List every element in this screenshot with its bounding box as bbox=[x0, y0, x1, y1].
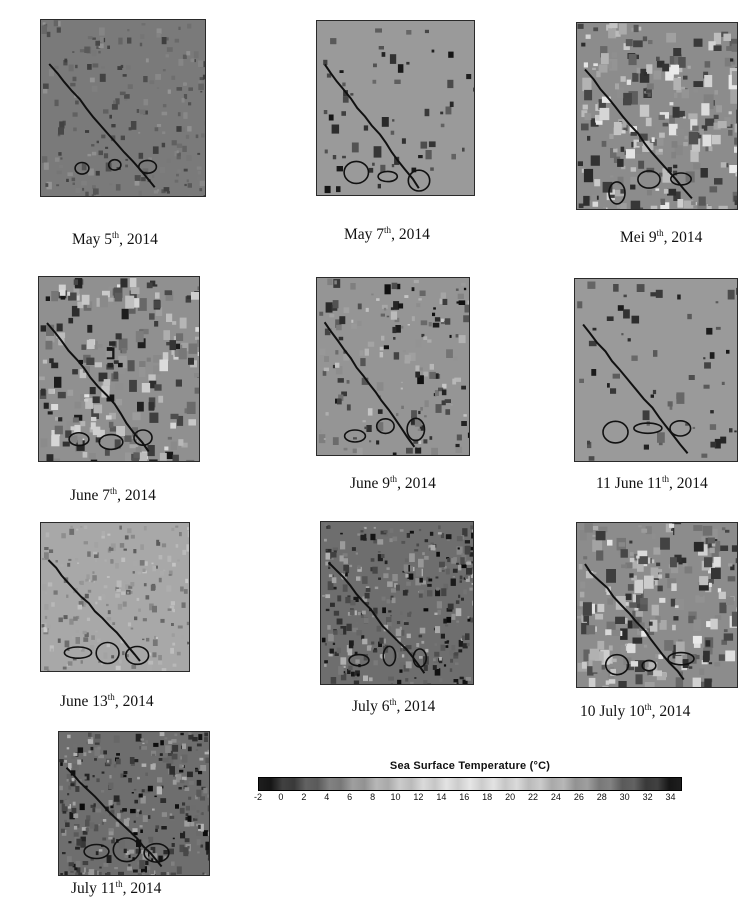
colorbar-tick-label: 12 bbox=[413, 792, 424, 802]
sst-map-may5 bbox=[40, 19, 206, 197]
legend-title: Sea Surface Temperature (°C) bbox=[389, 760, 551, 772]
colorbar-tick-label: 30 bbox=[619, 792, 630, 802]
colorbar-tick-label: 4 bbox=[324, 792, 330, 802]
caption-june7: June 7th, 2014 bbox=[70, 486, 156, 505]
colorbar-tick-label: 0 bbox=[278, 792, 284, 802]
colorbar-tick-label: -2 bbox=[253, 792, 263, 802]
colorbar-tick-label: 34 bbox=[665, 792, 676, 802]
colorbar-tick-label: 20 bbox=[505, 792, 516, 802]
colorbar-tick-label: 32 bbox=[642, 792, 653, 802]
colorbar-tick-label: 16 bbox=[459, 792, 470, 802]
caption-mei9: Mei 9th, 2014 bbox=[620, 228, 703, 247]
sst-map-july6 bbox=[320, 521, 474, 685]
sst-map-july11 bbox=[58, 731, 210, 876]
colorbar-tick-label: 10 bbox=[390, 792, 401, 802]
colorbar-tick-labels: -2 0 2 4 6 8 10 12 14 16 18 20 22 24 26 28 30 32 34 bbox=[254, 792, 682, 804]
sst-map-june9 bbox=[316, 277, 470, 456]
colorbar-tick-label: 24 bbox=[550, 792, 561, 802]
colorbar-tick-label: 18 bbox=[482, 792, 493, 802]
caption-june9: June 9th, 2014 bbox=[350, 474, 436, 493]
colorbar-tick-label: 8 bbox=[370, 792, 376, 802]
colorbar-tick-label: 6 bbox=[347, 792, 353, 802]
caption-june13: June 13th, 2014 bbox=[60, 692, 154, 711]
colorbar-tick-label: 28 bbox=[596, 792, 607, 802]
colorbar-tick-label: 2 bbox=[301, 792, 307, 802]
sst-map-may7 bbox=[316, 20, 475, 196]
sst-map-july10 bbox=[576, 522, 738, 688]
sst-map-june11 bbox=[574, 278, 738, 462]
caption-july6: July 6th, 2014 bbox=[352, 697, 436, 716]
colorbar-tick-label: 22 bbox=[528, 792, 539, 802]
caption-july11: July 11th, 2014 bbox=[71, 879, 162, 898]
caption-june11: 11 June 11th, 2014 bbox=[596, 474, 708, 493]
colorbar bbox=[258, 777, 682, 791]
sst-map-mei9 bbox=[576, 22, 738, 210]
sst-map-june13 bbox=[40, 522, 190, 672]
colorbar-tick-label: 14 bbox=[436, 792, 447, 802]
caption-may5: May 5th, 2014 bbox=[72, 230, 158, 249]
sst-map-june7 bbox=[38, 276, 200, 462]
caption-july10: 10 July 10th, 2014 bbox=[580, 702, 691, 721]
caption-may7: May 7th, 2014 bbox=[344, 225, 430, 244]
colorbar-tick-label: 26 bbox=[573, 792, 584, 802]
